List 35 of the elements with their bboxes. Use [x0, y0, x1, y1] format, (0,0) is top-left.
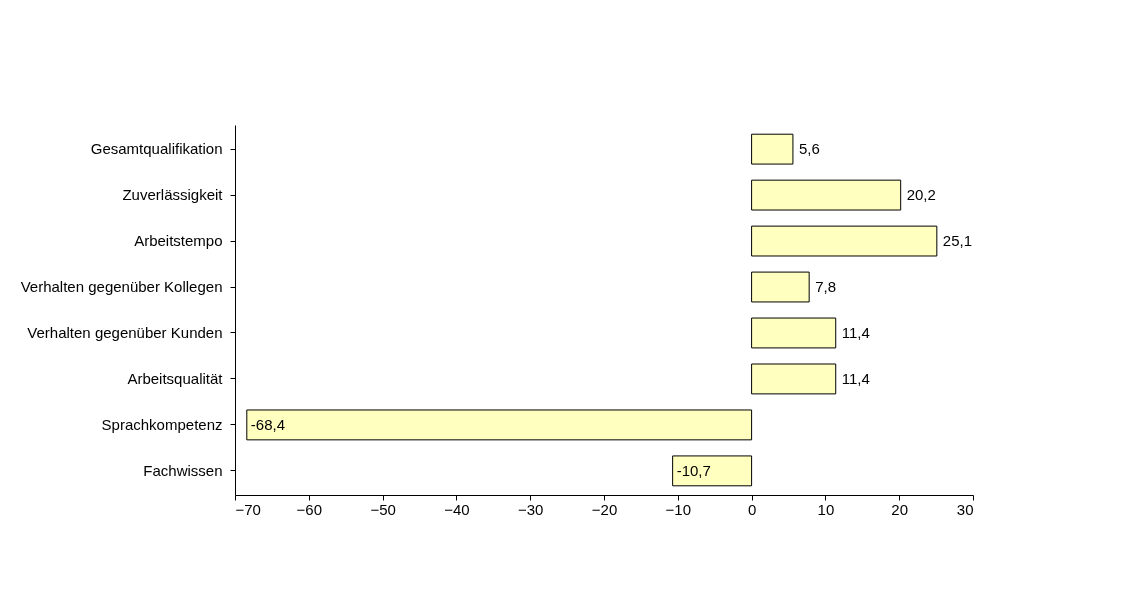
data-label: 25,1 — [942, 232, 973, 250]
bar — [751, 271, 810, 303]
data-label: 20,2 — [906, 186, 936, 204]
x-tick-label: −30 — [517, 500, 544, 518]
data-label: 11,4 — [841, 323, 870, 341]
bar — [751, 133, 794, 165]
y-tick-label: Verhalten gegenüber Kunden — [27, 323, 223, 341]
bar — [751, 225, 938, 257]
data-label: 11,4 — [841, 369, 870, 387]
bar — [751, 179, 902, 211]
x-tick-label: −50 — [370, 500, 396, 518]
bar — [672, 455, 753, 487]
bar — [751, 317, 837, 349]
x-tick-label: −20 — [591, 500, 618, 518]
data-label: 7,8 — [815, 278, 837, 296]
data-label: 5,6 — [798, 140, 820, 158]
x-tick-label: −10 — [665, 500, 692, 518]
y-tick-label: Arbeitsqualität — [127, 369, 224, 387]
y-tick-label: Sprachkompetenz — [101, 415, 223, 433]
x-tick-label: −60 — [296, 500, 323, 518]
data-label: -10,7 — [676, 461, 711, 479]
y-tick-label: Arbeitstempo — [134, 232, 223, 250]
x-tick-label: −70 — [235, 500, 261, 518]
bar — [751, 363, 837, 395]
y-tick-label: Zuverlässigkeit — [122, 186, 224, 204]
x-tick-label: 0 — [747, 500, 757, 518]
bar — [246, 409, 753, 441]
x-tick-label: −40 — [444, 500, 470, 518]
y-tick-label: Gesamtqualifikation — [90, 140, 223, 158]
x-tick-label: 30 — [956, 500, 974, 518]
data-label: -68,4 — [250, 415, 286, 433]
x-tick-label: 20 — [891, 500, 909, 518]
y-tick-label: Fachwissen — [143, 461, 223, 479]
x-tick-label: 10 — [817, 500, 835, 518]
y-tick-label: Verhalten gegenüber Kollegen — [20, 278, 223, 296]
